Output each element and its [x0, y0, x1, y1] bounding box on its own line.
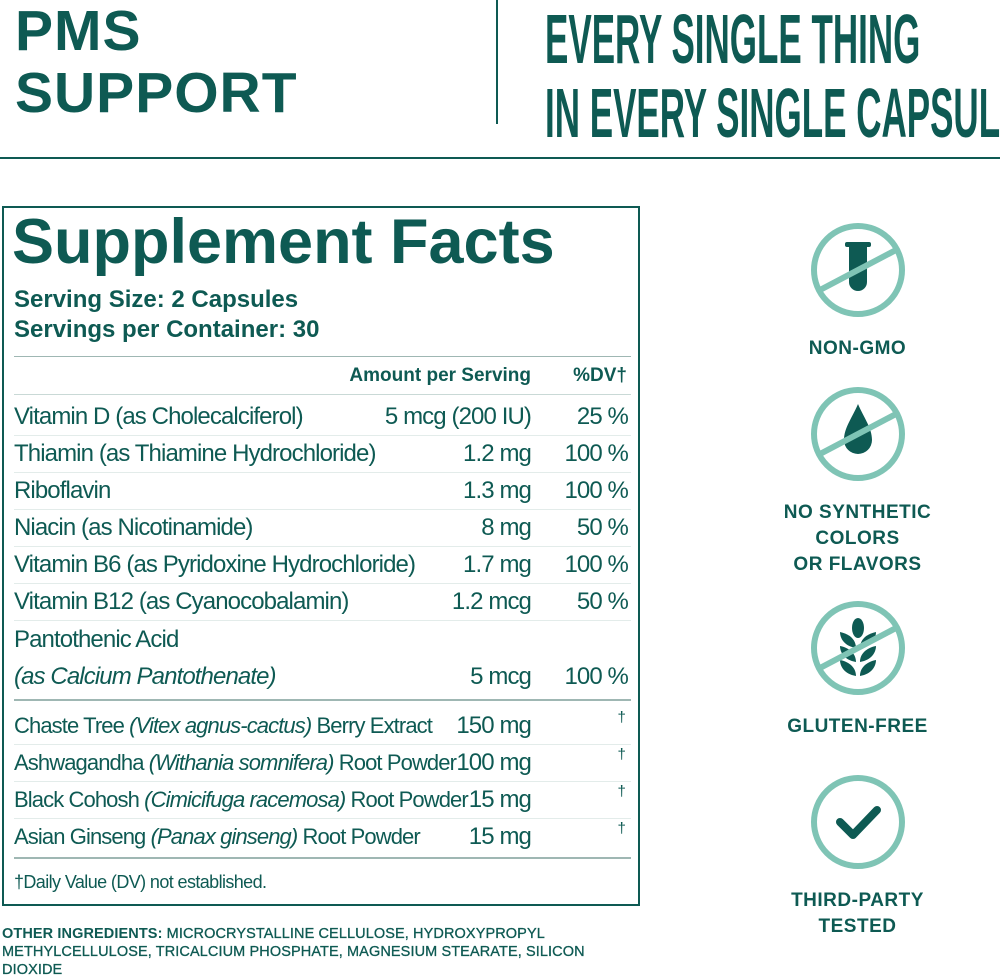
table-row: Niacin (as Nicotinamide) 8 mg 50 %	[14, 509, 631, 547]
ingredient-name: Ashwagandha (Withania somnifera) Root Po…	[14, 750, 457, 775]
divider	[14, 699, 631, 701]
table-row-pantothenic: Pantothenic Acid	[14, 621, 631, 658]
drop-crossed-icon	[810, 387, 905, 481]
table-row: Vitamin D (as Cholecalciferol) 5 mcg (20…	[14, 398, 631, 436]
divider	[14, 857, 631, 859]
nutrient-amount: 1.2 mg	[463, 440, 532, 467]
ingredient-name: Chaste Tree (Vitex agnus-cactus) Berry E…	[14, 713, 433, 738]
serving-size: Serving Size: 2 Capsules	[14, 286, 299, 313]
badge-non-gmo: NON-GMO	[760, 220, 955, 362]
other-ingredients-label: OTHER INGREDIENTS:	[2, 926, 163, 942]
dv-not-established-mark: †	[617, 746, 626, 763]
checkmark-icon	[810, 775, 905, 869]
nutrient-amount: 8 mg	[481, 514, 532, 541]
dv-not-established-mark: †	[617, 783, 626, 800]
nutrient-dv: 100 %	[564, 663, 628, 690]
ingredient-amount: 100 mg	[456, 749, 532, 776]
badge-third-party-tested: THIRD-PARTY TESTED	[760, 772, 955, 940]
tagline-line2: IN EVERY SINGLE CAPSULE	[545, 74, 1000, 152]
table-row: Asian Ginseng (Panax ginseng) Root Powde…	[14, 818, 631, 855]
table-row: Riboflavin 1.3 mg 100 %	[14, 472, 631, 510]
supplement-facts-panel	[2, 206, 640, 906]
nutrient-dv: 25 %	[576, 403, 629, 430]
nutrient-name: Vitamin B6 (as Pyridoxine Hydrochloride)	[14, 551, 416, 578]
nutrient-amount: 5 mcg (200 IU)	[384, 403, 532, 430]
nutrient-name: Niacin (as Nicotinamide)	[14, 514, 253, 541]
dv-header: %DV†	[573, 365, 627, 386]
nutrient-name: Vitamin D (as Cholecalciferol)	[14, 403, 304, 430]
other-ingredients-text: MICROCRYSTALLINE CELLULOSE, HYDROXYPROPY…	[2, 926, 585, 978]
other-ingredients: OTHER INGREDIENTS: MICROCRYSTALLINE CELL…	[2, 925, 622, 978]
wheat-crossed-icon	[810, 601, 905, 695]
table-row: Vitamin B6 (as Pyridoxine Hydrochloride)…	[14, 546, 631, 584]
table-row-pantothenic-source: (as Calcium Pantothenate) 5 mcg 100 %	[14, 658, 631, 695]
dv-not-established-mark: †	[617, 820, 626, 837]
ingredient-amount: 15 mg	[468, 823, 532, 850]
supplement-facts-title: Supplement Facts	[12, 207, 555, 277]
badge-label: NO SYNTHETIC COLORS OR FLAVORS	[783, 502, 932, 575]
amount-header: Amount per Serving	[349, 365, 531, 386]
ingredient-name: Asian Ginseng (Panax ginseng) Root Powde…	[14, 824, 421, 849]
nutrient-dv: 100 %	[564, 551, 628, 578]
test-tube-crossed-icon	[810, 223, 905, 317]
product-name-line1: PMS	[15, 0, 142, 63]
table-row: Chaste Tree (Vitex agnus-cactus) Berry E…	[14, 707, 631, 745]
nutrient-dv: 50 %	[576, 588, 629, 615]
ingredient-amount: 15 mg	[468, 786, 532, 813]
nutrient-dv: 100 %	[564, 477, 628, 504]
nutrient-name: Vitamin B12 (as Cyanocobalamin)	[14, 588, 349, 615]
badge-label: THIRD-PARTY TESTED	[791, 890, 924, 937]
nutrient-amount: 5 mcg	[470, 663, 532, 690]
table-row: Thiamin (as Thiamine Hydrochloride) 1.2 …	[14, 435, 631, 473]
vertical-divider	[496, 0, 498, 124]
badge-no-synthetic: NO SYNTHETIC COLORS OR FLAVORS	[760, 384, 955, 578]
tagline-line1: EVERY SINGLE THING	[545, 0, 921, 78]
nutrient-source: (as Calcium Pantothenate)	[14, 663, 277, 690]
table-row: Ashwagandha (Withania somnifera) Root Po…	[14, 744, 631, 782]
ingredient-amount: 150 mg	[456, 712, 532, 739]
badge-gluten-free: GLUTEN-FREE	[760, 598, 955, 740]
servings-per-container: Servings per Container: 30	[14, 316, 320, 343]
nutrient-amount: 1.3 mg	[463, 477, 532, 504]
dv-not-established-mark: †	[617, 709, 626, 726]
footnote: †Daily Value (DV) not established.	[14, 872, 267, 892]
product-name: PMS SUPPORT	[15, 0, 298, 124]
nutrient-dv: 50 %	[576, 514, 629, 541]
product-name-line2: SUPPORT	[15, 61, 298, 125]
nutrient-dv: 100 %	[564, 440, 628, 467]
badge-label: NON-GMO	[808, 338, 907, 359]
tagline: EVERY SINGLE THING IN EVERY SINGLE CAPSU…	[545, 2, 1000, 150]
ingredient-name: Black Cohosh (Cimicifuga racemosa) Root …	[14, 787, 469, 812]
nutrient-name: Riboflavin	[14, 477, 111, 504]
nutrient-name: Pantothenic Acid	[14, 626, 179, 653]
table-row: Black Cohosh (Cimicifuga racemosa) Root …	[14, 781, 631, 819]
nutrient-name: Thiamin (as Thiamine Hydrochloride)	[14, 440, 376, 467]
nutrient-amount: 1.7 mg	[463, 551, 532, 578]
column-header-row: Amount per Serving %DV†	[14, 365, 631, 393]
horizontal-divider	[0, 157, 1000, 159]
table-row: Vitamin B12 (as Cyanocobalamin) 1.2 mcg …	[14, 583, 631, 621]
divider	[14, 356, 631, 357]
badge-label: GLUTEN-FREE	[787, 716, 928, 737]
divider	[14, 394, 631, 395]
nutrient-amount: 1.2 mcg	[451, 588, 532, 615]
